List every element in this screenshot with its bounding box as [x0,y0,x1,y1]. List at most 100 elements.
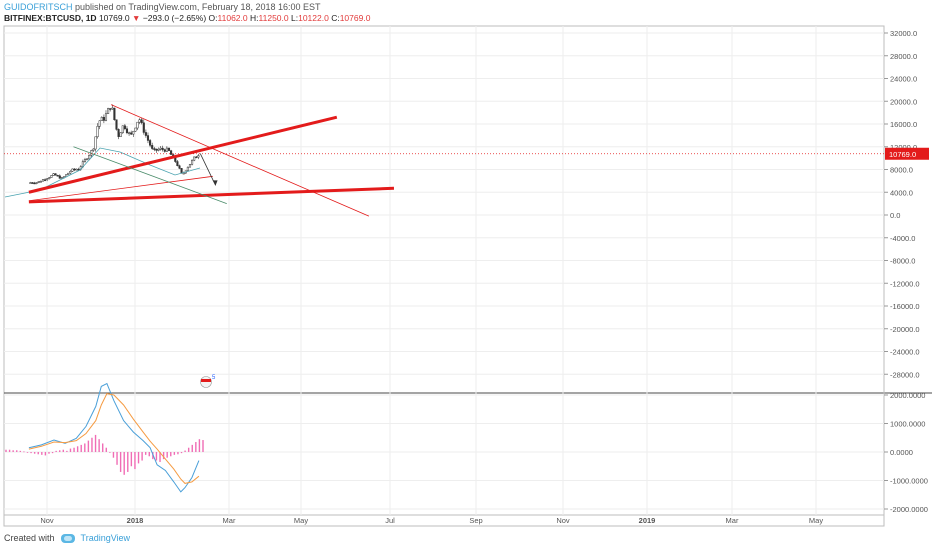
macd-histogram-bar [69,448,72,452]
macd-histogram-bar [127,452,129,472]
candle-body [54,173,57,176]
macd-histogram-bar [159,452,161,462]
price-tick-label: -24000.0 [890,348,920,357]
candle-body [100,116,103,122]
candle-body [46,178,49,181]
macd-histogram-bar [202,440,204,452]
macd-histogram-bar [137,452,140,464]
candle-body [119,132,122,137]
candle-body [195,156,198,159]
macd-histogram-bar [48,452,50,454]
tradingview-link[interactable]: TradingView [80,533,131,543]
macd-histogram-bar [109,452,111,453]
candle-body [37,181,40,183]
macd-histogram-bar [55,450,57,452]
candle-body [125,128,129,134]
macd-histogram-bar [123,452,125,475]
footer: Created with TradingView [4,533,130,543]
macd-histogram-bar [84,443,86,452]
candle-body [144,132,147,136]
price-tick-label: -20000.0 [890,325,920,334]
macd-histogram-bar [180,452,183,454]
close-label: C: [331,13,340,23]
price-tick-label: 0.0 [890,211,900,220]
candle-body [130,132,133,135]
published-text: published on TradingView.com, February 1… [75,2,321,12]
candle-body [33,182,36,185]
time-tick-label: May [294,516,308,525]
symbol-label[interactable]: BITFINEX:BTCUSD, 1D [4,13,97,23]
time-tick-label: Mar [726,516,739,525]
candle-body [138,119,141,123]
author-link[interactable]: GUIDOFRITSCH [4,2,73,12]
price-tick-label: -8000.0 [890,257,915,266]
price-tick-label: 12000.0 [890,143,917,152]
candle-body [163,149,166,152]
projection-arrow-icon [212,180,218,186]
trendline-upper-wedge [28,115,338,194]
time-tick-label: Mar [223,516,236,525]
candle-body [178,165,181,169]
macd-histogram-bar [41,452,43,455]
candle-body [94,136,97,150]
trendline-resistance [110,104,370,217]
candle-body [142,122,145,133]
macd-histogram-bar [187,447,190,452]
last-price: 10769.0 [98,13,130,23]
low-value: 10122.0 [298,13,329,23]
macd-histogram-bar [66,450,68,452]
price-tick-label: -28000.0 [890,370,920,379]
price-tick-label: 8000.0 [890,166,913,175]
candle-body [132,130,135,135]
macd-tick-label: 1000.0000 [890,420,925,429]
macd-histogram-bar [130,452,133,467]
open-value: 11062.0 [217,13,248,23]
macd-histogram-bar [162,452,165,460]
macd-histogram-bar [144,452,147,455]
candle-body [134,127,137,132]
candle-body [48,177,51,179]
candle-body [75,168,78,171]
macd-histogram-bar [191,444,193,452]
candle-body [50,175,53,178]
price-tick-label: -12000.0 [890,279,920,288]
candle-body [67,172,70,175]
candle-body [60,177,63,179]
macd-histogram-bar [5,449,7,452]
macd-histogram-bar [141,452,143,461]
candle-body [104,113,108,121]
high-label: H: [250,13,259,23]
macd-line [28,393,200,484]
candle-body [153,148,156,150]
candle-body [86,158,89,161]
macd-histogram-bar [170,452,172,457]
candle-body [39,180,42,183]
macd-histogram-bar [166,452,168,458]
trendline-projection [199,153,216,186]
open-label: O: [208,13,218,23]
macd-histogram-bar [198,439,201,452]
price-tick-label: 20000.0 [890,97,917,106]
candle-body [56,175,59,177]
macd-histogram-bar [16,450,18,452]
macd-histogram-bar [51,452,54,454]
time-tick-label: Sep [469,516,482,525]
macd-histogram-bar [30,452,32,454]
macd-histogram-bar [44,452,47,456]
price-tick-label: -4000.0 [890,234,915,243]
time-tick-label: May [809,516,823,525]
macd-histogram-bar [177,452,179,455]
macd-histogram-bar [98,439,100,452]
candle-body [92,148,95,151]
price-tick-label: 16000.0 [890,120,917,129]
macd-tick-label: -2000.0000 [890,505,928,514]
candle-body [136,121,139,129]
price-tick-label: 32000.0 [890,29,917,38]
macd-histogram-bar [23,451,25,453]
macd-histogram-bar [19,450,22,452]
candle-body [102,116,105,121]
candle-body [180,168,183,174]
candle-body [140,119,143,124]
candle-body [123,125,126,130]
